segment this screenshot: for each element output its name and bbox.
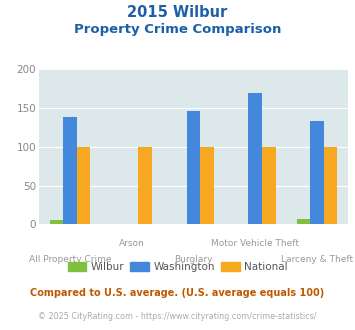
Bar xyxy=(324,147,337,224)
Text: Compared to U.S. average. (U.S. average equals 100): Compared to U.S. average. (U.S. average … xyxy=(31,288,324,298)
Bar xyxy=(63,116,77,224)
Bar xyxy=(77,147,90,224)
Text: 2015 Wilbur: 2015 Wilbur xyxy=(127,5,228,20)
Text: Property Crime Comparison: Property Crime Comparison xyxy=(74,23,281,36)
Bar xyxy=(138,147,152,224)
Bar xyxy=(187,111,200,224)
Legend: Wilbur, Washington, National: Wilbur, Washington, National xyxy=(63,258,292,276)
Bar xyxy=(50,220,63,224)
Bar xyxy=(297,219,310,224)
Bar xyxy=(262,147,275,224)
Text: Motor Vehicle Theft: Motor Vehicle Theft xyxy=(211,239,299,248)
Text: All Property Crime: All Property Crime xyxy=(29,255,111,264)
Bar xyxy=(248,92,262,224)
Text: © 2025 CityRating.com - https://www.cityrating.com/crime-statistics/: © 2025 CityRating.com - https://www.city… xyxy=(38,312,317,321)
Bar xyxy=(200,147,214,224)
Text: Burglary: Burglary xyxy=(174,255,213,264)
Text: Larceny & Theft: Larceny & Theft xyxy=(281,255,353,264)
Bar xyxy=(310,121,324,224)
Text: Arson: Arson xyxy=(119,239,144,248)
